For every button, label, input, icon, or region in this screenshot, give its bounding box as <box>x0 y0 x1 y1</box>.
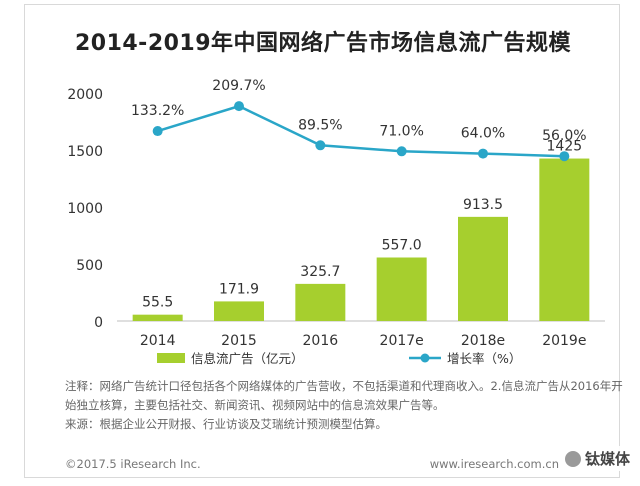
bar-label-2015: 171.9 <box>219 281 259 297</box>
legend-bar-label: 信息流广告（亿元） <box>191 351 304 366</box>
chart-title: 2014-2019年中国网络广告市场信息流广告规模 <box>74 31 572 56</box>
growth-point-2016 <box>315 140 326 151</box>
growth-label-2018e: 64.0% <box>461 126 505 142</box>
notes: 注释：网络广告统计口径包括各个网络媒体的广告营收，不包括渠道和代理商收入。2.信… <box>65 377 625 434</box>
bar-label-2017e: 557.0 <box>382 238 422 254</box>
bar-2019e <box>539 158 590 321</box>
bar-2014 <box>132 314 183 321</box>
website-url: www.iresearch.com.cn <box>429 457 559 471</box>
growth-point-2015 <box>234 101 244 112</box>
growth-rate-line <box>157 104 565 158</box>
growth-label-2014: 133.2% <box>131 103 184 119</box>
bar-label-2016: 325.7 <box>300 264 340 280</box>
bar-2018e <box>458 216 508 321</box>
bar-2017e <box>376 257 427 321</box>
watermark: 钛媒体 <box>560 446 634 471</box>
note-source: 来源：根据企业公开财报、行业访谈及艾瑞统计预测模型估算。 <box>65 417 387 431</box>
copyright: ©2017.5 iResearch Inc. <box>65 457 201 471</box>
growth-point-2018e <box>478 148 488 159</box>
x-tick-label-5: 2019e <box>542 333 586 349</box>
bar-label-2018e: 913.5 <box>463 197 503 213</box>
growth-label-2017e: 71.0% <box>379 123 423 139</box>
chart-svg: 0 500 1000 1500 2000 55.5 171.9 325.7 557.0 913.5… <box>67 78 605 366</box>
growth-point-2019e <box>559 151 570 162</box>
growth-point-2014 <box>152 126 163 137</box>
legend-line-marker <box>420 353 430 363</box>
x-tick-label-4: 2018e <box>461 333 505 349</box>
bar-2015 <box>214 301 264 321</box>
legend-bar-swatch <box>157 353 185 363</box>
bar-2016 <box>295 283 346 321</box>
note-annotation: 注释：网络广告统计口径包括各个网络媒体的广告营收，不包括渠道和代理商收入。2.信… <box>65 379 623 412</box>
bar-label-2014: 55.5 <box>142 295 173 311</box>
y-tick-label-4: 2000 <box>67 87 103 103</box>
x-tick-label-2: 2016 <box>303 333 339 349</box>
growth-label-2016: 89.5% <box>298 117 342 133</box>
x-tick-label-1: 2015 <box>221 333 257 349</box>
y-tick-label-1: 500 <box>76 258 103 274</box>
y-tick-label-3: 1500 <box>67 144 103 160</box>
chart-frame: 2014-2019年中国网络广告市场信息流广告规模 0 500 1000 1500 20… <box>24 4 623 478</box>
watermark-text: 钛媒体 <box>584 450 630 468</box>
growth-label-2015: 209.7% <box>212 78 265 94</box>
bar-label-2019e: 1425 <box>547 139 583 155</box>
growth-point-2017e <box>396 146 407 157</box>
x-tick-label-0: 2014 <box>140 333 176 349</box>
legend-line-label: 增长率（%） <box>447 351 521 366</box>
y-tick-label-2: 1000 <box>67 201 103 217</box>
y-tick-label-0: 0 <box>94 315 103 331</box>
x-tick-label-3: 2017e <box>380 333 424 349</box>
watermark-logo-icon <box>564 450 581 467</box>
growth-label-2019e: 56.0% <box>542 128 586 144</box>
